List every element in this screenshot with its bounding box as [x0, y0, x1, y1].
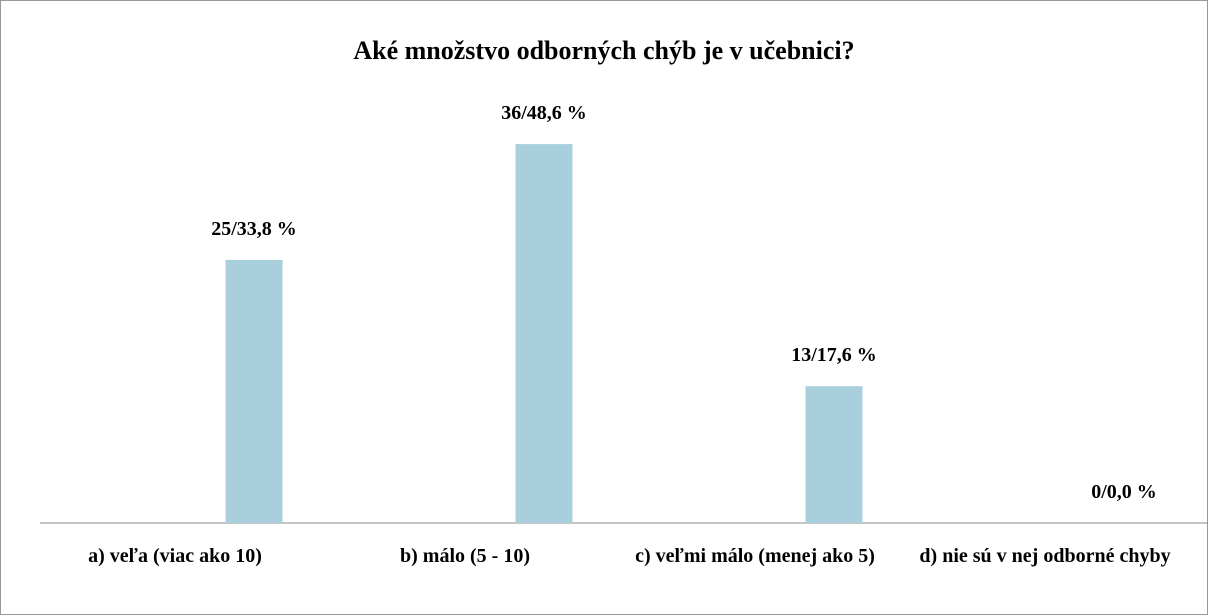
- bar: [805, 386, 863, 523]
- chart-title: Aké množstvo odborných chýb je v učebnic…: [353, 36, 855, 65]
- x-tick-label: a) veľa (viac ako 10): [88, 545, 262, 567]
- x-tick-label: b) málo (5 - 10): [400, 545, 530, 567]
- bar: [515, 144, 573, 523]
- value-label: 0/0,0 %: [1091, 481, 1157, 503]
- value-label: 25/33,8 %: [211, 217, 297, 240]
- value-label: 13/17,6 %: [791, 344, 877, 367]
- x-tick-label: c) veľmi málo (menej ako 5): [635, 545, 875, 567]
- bar: [225, 259, 283, 523]
- value-label: 36/48,6 %: [501, 102, 587, 125]
- x-tick-label: d) nie sú v nej odborné chyby: [919, 545, 1171, 567]
